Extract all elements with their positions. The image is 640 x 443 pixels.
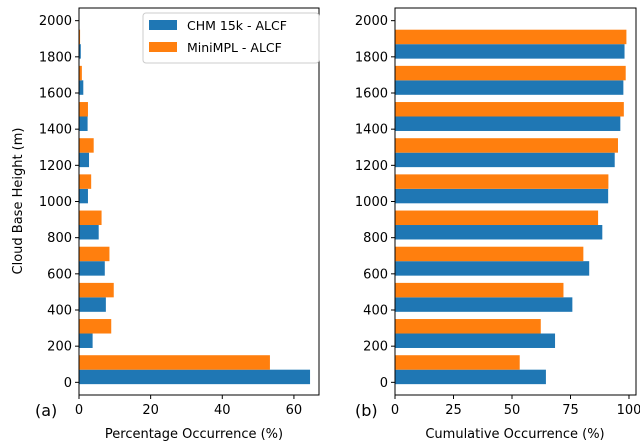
panel-b-bar-chm-1800 <box>395 44 625 59</box>
panel-b-bar-minimpl-1800 <box>395 29 627 45</box>
panel-a-x-tick-label-60: 60 <box>286 403 303 418</box>
panel-a-y-tick-label-600: 600 <box>47 267 72 282</box>
panel-b-x-axis-label: Cumulative Occurrence (%) <box>425 427 604 442</box>
panel-b-x-tick-label-50: 50 <box>504 403 521 418</box>
legend-label-chm: CHM 15k - ALCF <box>187 18 287 33</box>
panel-a-bar-minimpl-1000 <box>79 174 92 189</box>
panel-a-bar-chm-200 <box>79 333 93 348</box>
panel-a-axes: 0 200 400 600 800 1000 1200 1400 1600 1800 2000 0 20… <box>39 7 320 418</box>
panel-a-bar-minimpl-600 <box>79 246 110 262</box>
legend-swatch-minimpl <box>149 42 177 52</box>
panel-a-y-tick-label-200: 200 <box>47 340 72 355</box>
panel-b-bar-chm-0 <box>395 369 546 385</box>
panel-b-bar-minimpl-0 <box>395 355 520 370</box>
panel-b-cumulative-occurrence: 0 200 400 600 800 1000 1200 1400 1600 1800 2000 0 25… <box>355 7 640 442</box>
panel-a-label: (a) <box>35 401 57 420</box>
panel-a-y-tick-label-1200: 1200 <box>39 159 72 174</box>
panel-a-y-tick-label-1600: 1600 <box>39 86 72 101</box>
legend-label-minimpl: MiniMPL - ALCF <box>187 40 282 55</box>
legend: CHM 15k - ALCF MiniMPL - ALCF <box>142 12 320 64</box>
panel-b-x-tick-label-100: 100 <box>617 403 640 418</box>
panel-a-bar-chm-1400 <box>79 116 88 131</box>
panel-a-bar-minimpl-1400 <box>79 102 88 117</box>
panel-b-bar-chm-1000 <box>395 188 609 204</box>
panel-a-y-tick-label-1800: 1800 <box>39 50 72 65</box>
panel-a-bars <box>79 29 311 385</box>
panel-b-bar-minimpl-1600 <box>395 65 626 81</box>
panel-a-bar-chm-600 <box>79 261 105 276</box>
panel-b-axes: 0 200 400 600 800 1000 1200 1400 1600 1800 2000 0 25… <box>355 7 640 418</box>
panel-a-y-tick-label-1000: 1000 <box>39 195 72 210</box>
panel-a-bar-chm-1200 <box>79 152 90 168</box>
panel-a-y-tick-label-800: 800 <box>47 231 72 246</box>
legend-swatch-chm <box>149 20 177 30</box>
panel-b-bar-minimpl-200 <box>395 319 541 334</box>
panel-a-bar-minimpl-200 <box>79 319 112 334</box>
panel-b-y-tick-label-1000: 1000 <box>355 195 388 210</box>
panel-a-bar-minimpl-400 <box>79 282 114 298</box>
legend-frame <box>142 12 320 64</box>
panel-b-bar-chm-800 <box>395 225 603 240</box>
panel-a-bar-minimpl-1600 <box>79 65 82 81</box>
panel-a-bar-chm-800 <box>79 225 99 240</box>
panel-b-bar-chm-600 <box>395 261 590 276</box>
panel-b-bar-chm-1200 <box>395 152 615 168</box>
panel-b-bar-chm-1400 <box>395 116 621 131</box>
panel-b-bar-minimpl-1200 <box>395 138 618 153</box>
panel-a-x-axis-label: Percentage Occurrence (%) <box>105 427 283 442</box>
panel-b-y-tick-label-400: 400 <box>363 304 388 319</box>
panel-a-y-axis-label: Cloud Base Height (m) <box>11 128 26 275</box>
panel-a-x-tick-label-40: 40 <box>214 403 231 418</box>
panel-a-y-tick-label-400: 400 <box>47 304 72 319</box>
panel-a-x-tick-label-20: 20 <box>142 403 159 418</box>
panel-b-y-tick-label-1800: 1800 <box>355 50 388 65</box>
panel-a-bar-chm-400 <box>79 297 106 312</box>
panel-b-y-tick-label-800: 800 <box>363 231 388 246</box>
panel-b-y-tick-label-1600: 1600 <box>355 86 388 101</box>
panel-a-bar-chm-1800 <box>79 44 81 59</box>
panel-a-y-tick-label-0: 0 <box>64 376 72 391</box>
panel-b-x-tick-label-0: 0 <box>391 403 399 418</box>
panel-a-x-tick-label-0: 0 <box>75 403 83 418</box>
panel-b-y-tick-label-2000: 2000 <box>355 14 388 29</box>
panel-b-bar-chm-400 <box>395 297 573 312</box>
panel-a-frame <box>78 7 320 396</box>
panel-a-bar-chm-1000 <box>79 188 88 204</box>
panel-a-y-tick-label-1400: 1400 <box>39 123 72 138</box>
panel-b-bar-minimpl-1000 <box>395 174 609 189</box>
panel-a-bar-minimpl-1200 <box>79 138 94 153</box>
panel-a-bar-chm-0 <box>79 369 311 385</box>
panel-b-x-tick-label-75: 75 <box>562 403 579 418</box>
panel-b-y-tick-label-600: 600 <box>363 267 388 282</box>
panel-b-bar-chm-200 <box>395 333 556 348</box>
panel-b-x-tick-label-25: 25 <box>445 403 462 418</box>
panel-b-bar-minimpl-1400 <box>395 102 624 117</box>
panel-a-bar-minimpl-1800 <box>79 29 81 45</box>
panel-a-bar-chm-1600 <box>79 80 84 95</box>
panel-b-bars <box>395 29 627 385</box>
panel-a-bar-minimpl-800 <box>79 210 102 226</box>
panel-a-bar-minimpl-0 <box>79 355 270 370</box>
panel-b-bar-chm-1600 <box>395 80 624 95</box>
panel-b-bar-minimpl-600 <box>395 246 584 262</box>
panel-b-bar-minimpl-400 <box>395 282 564 298</box>
panel-b-y-tick-label-1400: 1400 <box>355 123 388 138</box>
panel-b-y-tick-label-0: 0 <box>380 376 388 391</box>
panel-b-y-tick-label-200: 200 <box>363 340 388 355</box>
panel-b-y-tick-label-1200: 1200 <box>355 159 388 174</box>
panel-b-bar-minimpl-800 <box>395 210 599 226</box>
panel-a-y-tick-label-2000: 2000 <box>39 14 72 29</box>
panel-a-percentage-occurrence: 0 200 400 600 800 1000 1200 1400 1600 1800 2000 0 20… <box>11 7 320 442</box>
panel-b-label: (b) <box>355 401 378 420</box>
